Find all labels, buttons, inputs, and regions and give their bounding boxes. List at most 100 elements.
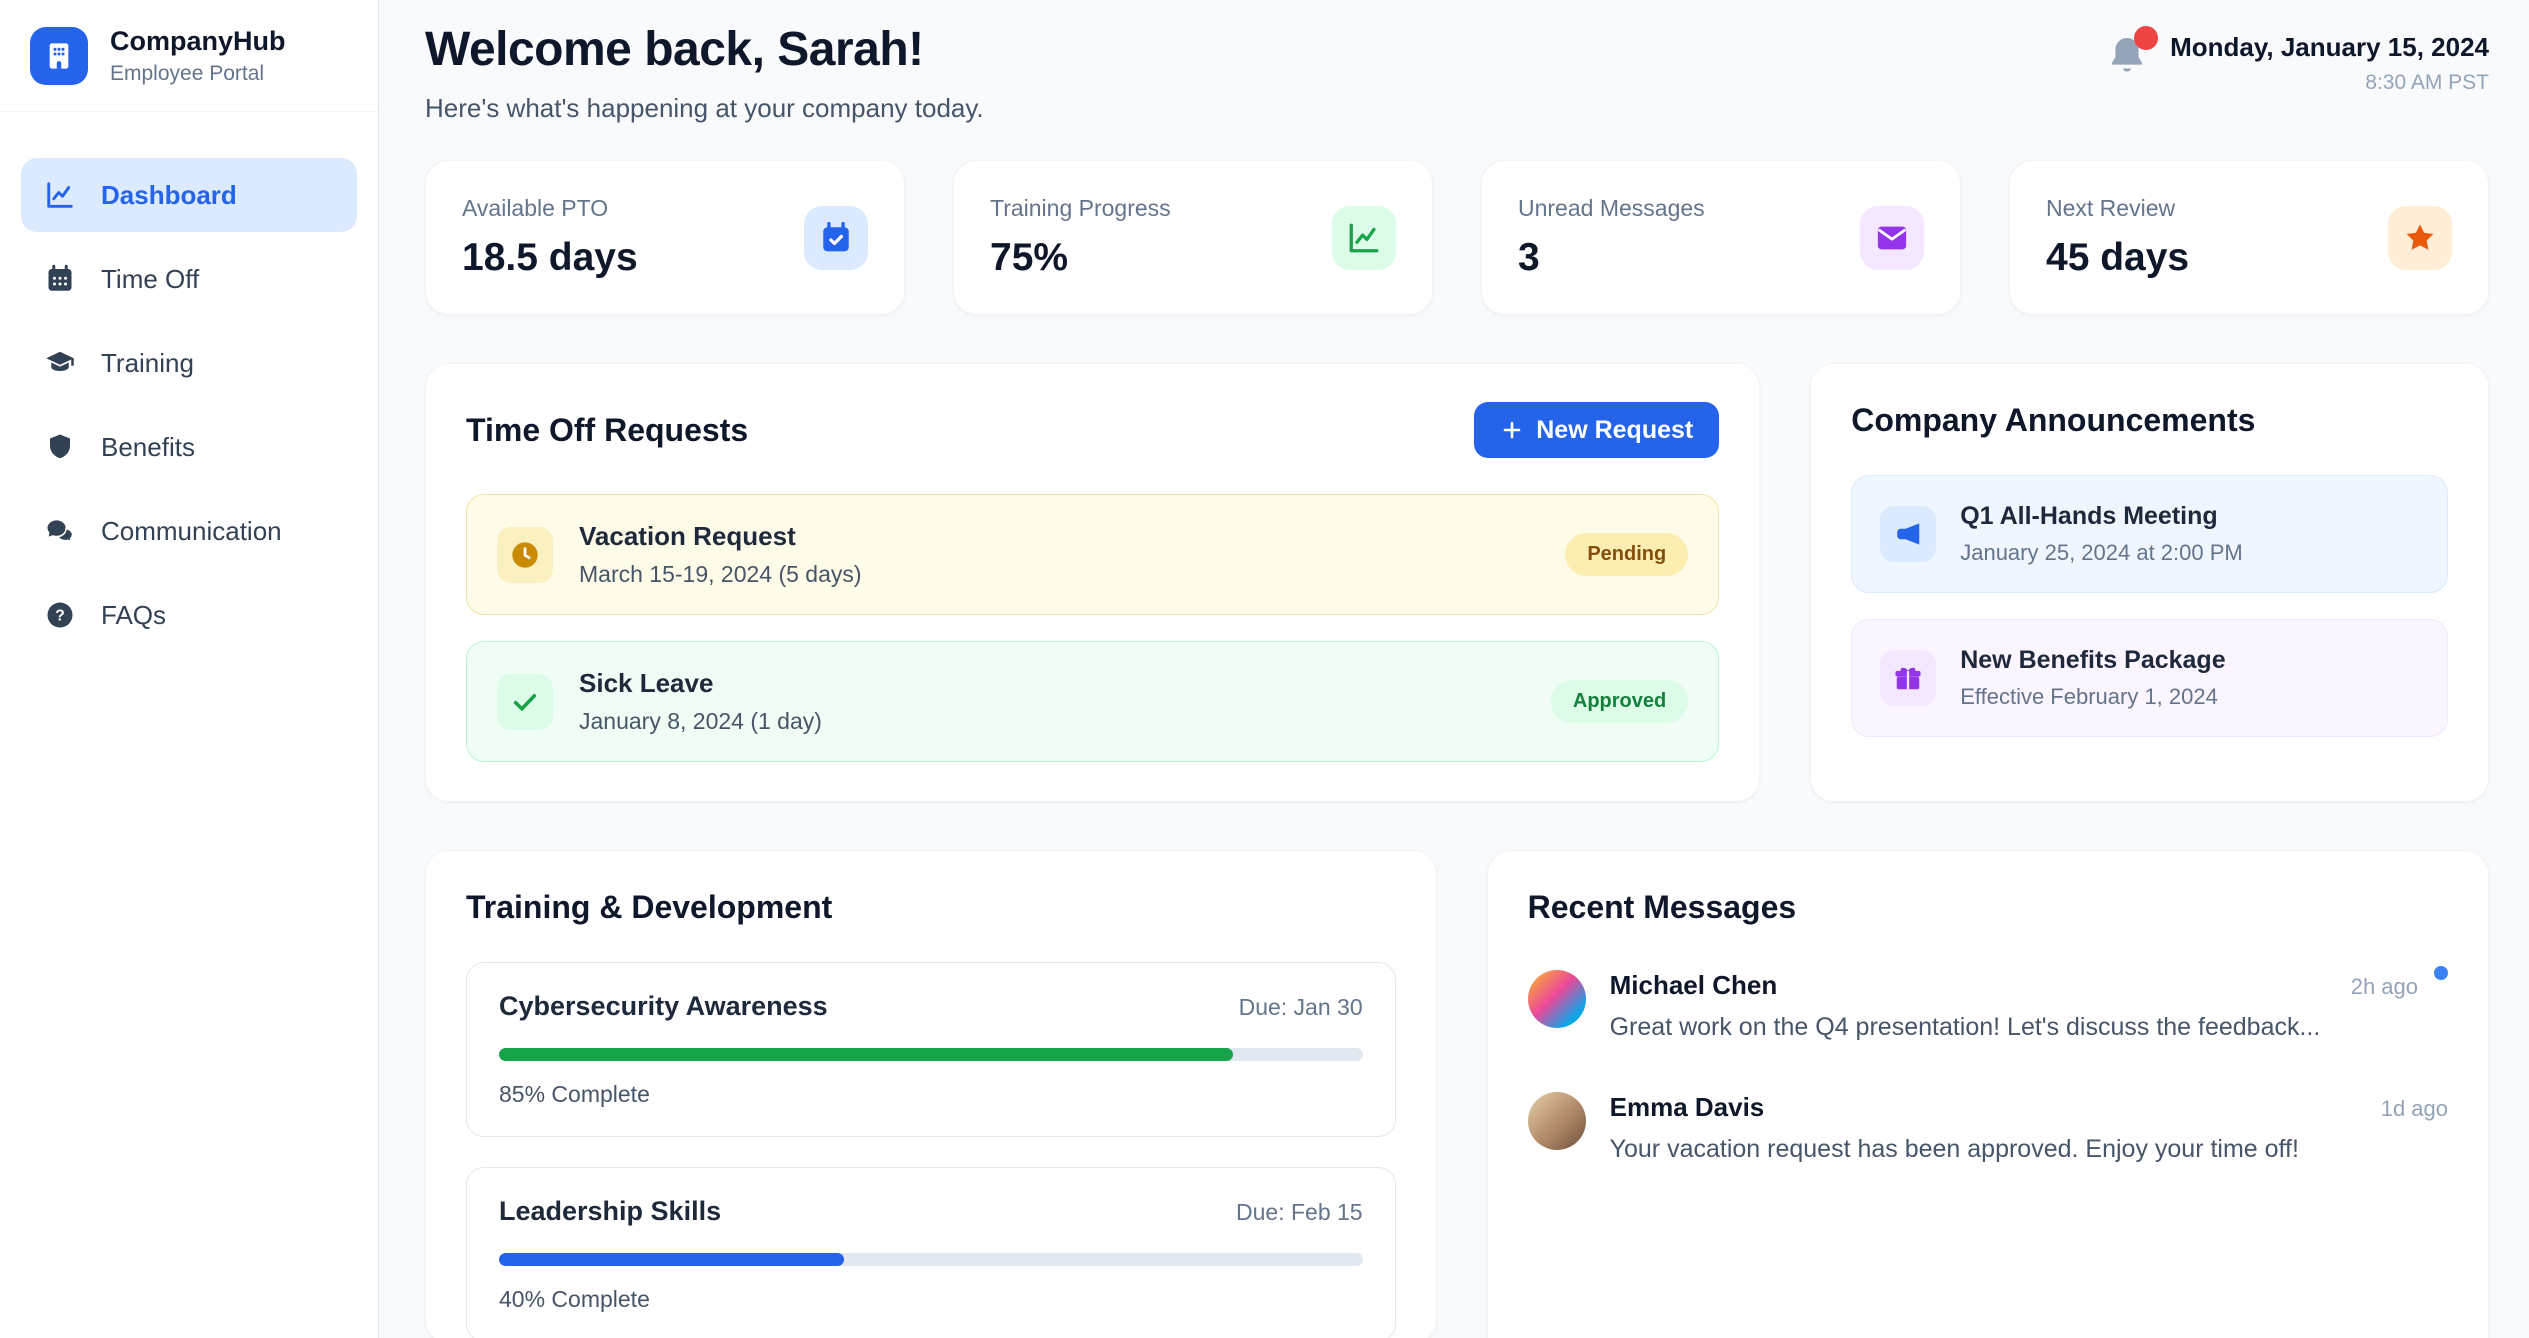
course-due-date: Due: Feb 15 [1236, 1199, 1363, 1225]
app-subtitle: Employee Portal [110, 61, 265, 85]
sidebar-nav: Dashboard Time Off Training [0, 158, 378, 652]
sidebar-item-label: Time Off [101, 263, 200, 294]
page-subtitle: Here's what's happening at your company … [425, 93, 984, 123]
stat-value: 18.5 days [462, 236, 638, 279]
stat-value: 3 [1518, 236, 1540, 279]
course-due-date: Due: Jan 30 [1238, 994, 1363, 1020]
stat-label: Unread Messages [1518, 195, 1705, 221]
question-circle-icon: ? [45, 600, 75, 630]
message-preview: Your vacation request has been approved.… [1609, 1135, 2299, 1163]
announcement-subtitle: Effective February 1, 2024 [1960, 684, 2218, 709]
request-dates: January 8, 2024 (1 day) [579, 708, 822, 734]
company-announcements-card: Company Announcements Q1 All-Hands Meeti… [1810, 363, 2489, 802]
avatar [1527, 970, 1586, 1028]
training-development-card: Training & Development Cybersecurity Awa… [425, 850, 1437, 1338]
stat-card-next-review: Next Review 45 days [2009, 160, 2489, 315]
bell-icon [2106, 32, 2150, 78]
section-title-training: Training & Development [466, 889, 833, 925]
stat-value: 75% [990, 236, 1069, 279]
stat-value: 45 days [2046, 236, 2190, 279]
recent-messages-card: Recent Messages Michael Chen 2h ago Grea… [1486, 850, 2489, 1338]
stat-label: Training Progress [990, 195, 1171, 221]
page-header: Welcome back, Sarah! Here's what's happe… [425, 14, 2489, 124]
main-content: Welcome back, Sarah! Here's what's happe… [379, 0, 2529, 1338]
star-icon [2388, 205, 2452, 270]
request-title: Sick Leave [579, 668, 714, 698]
message-timestamp: 1d ago [2380, 1096, 2448, 1121]
message-emma-davis[interactable]: Emma Davis 1d ago Your vacation request … [1527, 1092, 2448, 1164]
sidebar-item-communication[interactable]: Communication [21, 494, 357, 568]
avatar [1527, 1092, 1586, 1150]
sidebar-item-faqs[interactable]: ? FAQs [21, 578, 357, 652]
progress-bar [499, 1048, 1363, 1061]
section-title-messages: Recent Messages [1527, 889, 1797, 925]
svg-text:?: ? [55, 608, 65, 625]
message-sender: Michael Chen [1609, 970, 1778, 1000]
stat-card-training-progress: Training Progress 75% [953, 160, 1433, 315]
request-title: Vacation Request [579, 521, 796, 551]
section-title-time-off: Time Off Requests [466, 411, 749, 448]
stat-label: Available PTO [462, 195, 609, 221]
app-name: CompanyHub [110, 25, 286, 56]
section-title-announcements: Company Announcements [1851, 402, 2256, 438]
sidebar-item-label: Dashboard [101, 179, 237, 210]
sidebar-item-label: FAQs [101, 599, 167, 630]
course-cybersecurity: Cybersecurity Awareness Due: Jan 30 85% … [466, 962, 1396, 1137]
course-name: Leadership Skills [499, 1196, 722, 1226]
page-title: Welcome back, Sarah! [425, 23, 924, 76]
new-request-button[interactable]: New Request [1474, 402, 1720, 458]
notification-alert-dot [2134, 26, 2159, 50]
message-timestamp: 2h ago [2350, 974, 2418, 999]
notifications-button[interactable] [2106, 26, 2159, 80]
stat-card-available-pto: Available PTO 18.5 days [425, 160, 905, 315]
announcement-title: New Benefits Package [1960, 646, 2226, 674]
sidebar: CompanyHub Employee Portal Dashboard [0, 0, 379, 1338]
request-dates: March 15-19, 2024 (5 days) [579, 561, 862, 587]
progress-fill [499, 1048, 1234, 1061]
gift-icon [1880, 650, 1937, 706]
stat-card-unread-messages: Unread Messages 3 [1481, 160, 1961, 315]
message-preview: Great work on the Q4 presentation! Let's… [1609, 1013, 2321, 1041]
calendar-icon [45, 264, 75, 294]
course-name: Cybersecurity Awareness [499, 991, 828, 1021]
plus-icon [1500, 418, 1524, 442]
check-icon [497, 673, 553, 730]
progress-label: 85% Complete [499, 1081, 650, 1107]
envelope-icon [1860, 205, 1924, 270]
clock-icon [497, 526, 553, 583]
time-off-request-sick-leave[interactable]: Sick Leave January 8, 2024 (1 day) Appro… [466, 641, 1720, 762]
sidebar-item-label: Communication [101, 515, 282, 546]
sidebar-item-time-off[interactable]: Time Off [21, 242, 357, 316]
announcement-benefits-package[interactable]: New Benefits Package Effective February … [1851, 619, 2448, 737]
app-logo-block: CompanyHub Employee Portal [0, 0, 378, 112]
course-leadership: Leadership Skills Due: Feb 15 40% Comple… [466, 1167, 1396, 1338]
time-off-requests-card: Time Off Requests New Request Vacatio [425, 363, 1761, 802]
chat-bubbles-icon [45, 516, 75, 546]
graduation-cap-icon [45, 348, 75, 378]
sidebar-item-label: Benefits [101, 431, 195, 462]
time-off-request-vacation[interactable]: Vacation Request March 15-19, 2024 (5 da… [466, 494, 1720, 615]
announcement-subtitle: January 25, 2024 at 2:00 PM [1960, 540, 2243, 565]
message-michael-chen[interactable]: Michael Chen 2h ago Great work on the Q4… [1527, 966, 2448, 1042]
sidebar-item-label: Training [101, 347, 194, 378]
calendar-check-icon [804, 205, 868, 270]
megaphone-icon [1880, 506, 1937, 562]
sidebar-item-training[interactable]: Training [21, 326, 357, 400]
status-badge-approved: Approved [1550, 680, 1689, 723]
trending-chart-icon [1332, 205, 1396, 270]
progress-label: 40% Complete [499, 1286, 650, 1312]
unread-indicator-dot [2434, 966, 2448, 980]
sidebar-item-benefits[interactable]: Benefits [21, 410, 357, 484]
announcement-q1-all-hands[interactable]: Q1 All-Hands Meeting January 25, 2024 at… [1851, 475, 2448, 593]
stat-cards-row: Available PTO 18.5 days Training Progres… [425, 160, 2489, 315]
sidebar-item-dashboard[interactable]: Dashboard [21, 158, 357, 232]
announcement-title: Q1 All-Hands Meeting [1960, 502, 2218, 530]
current-date: Monday, January 15, 2024 [2170, 32, 2489, 62]
progress-fill [499, 1253, 845, 1266]
building-icon [43, 40, 75, 72]
status-badge-pending: Pending [1565, 533, 1689, 576]
message-sender: Emma Davis [1609, 1092, 1765, 1122]
chart-line-icon [45, 180, 75, 210]
current-time: 8:30 AM PST [2365, 71, 2489, 94]
progress-bar [499, 1253, 1363, 1266]
